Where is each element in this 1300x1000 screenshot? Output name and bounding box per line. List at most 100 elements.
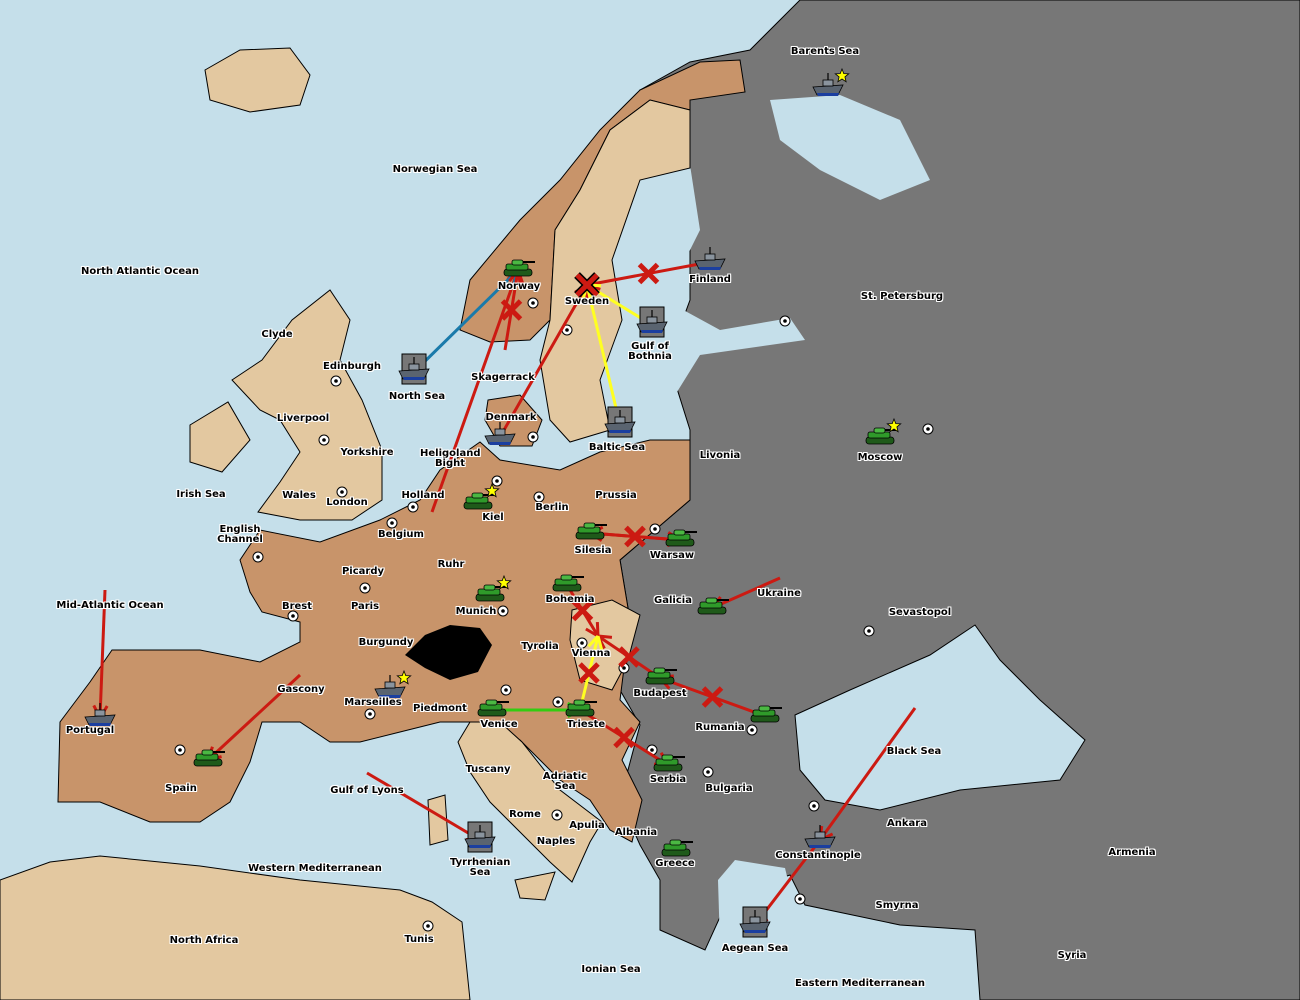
- fleet-unit-gulf-of-bothnia[interactable]: [636, 306, 668, 338]
- territory-label-ankara[interactable]: Ankara: [887, 818, 927, 829]
- territory-label-budapest[interactable]: Budapest: [633, 688, 687, 699]
- territory-label-north-africa[interactable]: North Africa: [169, 935, 239, 946]
- territory-label-tyrolia[interactable]: Tyrolia: [521, 641, 559, 652]
- order-move-budapest-to-vienna[interactable]: [596, 634, 661, 680]
- army-unit-moscow[interactable]: [865, 417, 902, 445]
- fleet-unit-finland[interactable]: [694, 247, 726, 270]
- land-iceland[interactable]: [204, 47, 311, 113]
- territory-label-irish-sea[interactable]: Irish Sea: [176, 489, 226, 500]
- territory-label-picardy[interactable]: Picardy: [341, 566, 385, 577]
- territory-label-denmark[interactable]: Denmark: [485, 412, 537, 423]
- territory-label-western-mediterranean[interactable]: Western Mediterranean: [248, 863, 382, 874]
- land-ireland[interactable]: [189, 401, 251, 473]
- army-unit-spain[interactable]: [193, 749, 225, 767]
- army-unit-budapest[interactable]: [645, 667, 677, 685]
- territory-label-north-sea[interactable]: North Sea: [388, 391, 446, 402]
- fleet-unit-portugal[interactable]: [84, 703, 116, 726]
- territory-label-vienna[interactable]: Vienna: [571, 648, 611, 659]
- territory-label-norway[interactable]: Norway: [497, 281, 541, 292]
- territory-label-trieste[interactable]: Trieste: [566, 719, 606, 730]
- sea-gulf-of-finland[interactable]: [605, 165, 805, 440]
- army-unit-venice[interactable]: [477, 699, 509, 717]
- fleet-unit-barents-sea[interactable]: [812, 67, 850, 96]
- territory-label-paris[interactable]: Paris: [350, 601, 380, 612]
- territory-label-kiel[interactable]: Kiel: [482, 512, 504, 523]
- territory-label-holland[interactable]: Holland: [401, 490, 445, 501]
- territory-label-silesia[interactable]: Silesia: [574, 545, 612, 556]
- territory-label-prussia[interactable]: Prussia: [595, 490, 637, 501]
- territory-label-sevastopol[interactable]: Sevastopol: [888, 607, 952, 618]
- sea-black-sea[interactable]: [794, 624, 1086, 811]
- territory-label-ionian-sea[interactable]: Ionian Sea: [581, 964, 641, 975]
- territory-label-liverpool[interactable]: Liverpool: [276, 413, 330, 424]
- land-east-region[interactable]: [619, 0, 1300, 1000]
- territory-label-north-atlantic-ocean[interactable]: North Atlantic Ocean: [80, 266, 200, 277]
- territory-label-brest[interactable]: Brest: [281, 601, 313, 612]
- territory-label-marseilles[interactable]: Marseilles: [344, 697, 402, 708]
- land-italy[interactable]: [457, 721, 603, 883]
- territory-label-aegean-sea[interactable]: Aegean Sea: [721, 943, 789, 954]
- army-unit-rumania[interactable]: [750, 705, 782, 723]
- territory-label-rumania[interactable]: Rumania: [695, 722, 745, 733]
- territory-label-black-sea[interactable]: Black Sea: [886, 746, 942, 757]
- order-move-bohemia-to-vienna[interactable]: [565, 584, 600, 638]
- fleet-unit-constantinople[interactable]: [804, 825, 836, 848]
- land-sardinia[interactable]: [427, 794, 449, 846]
- territory-label-munich[interactable]: Munich: [455, 606, 497, 617]
- land-sicily[interactable]: [514, 871, 556, 901]
- territory-label-naples[interactable]: Naples: [536, 836, 576, 847]
- territory-label-venice[interactable]: Venice: [480, 719, 518, 730]
- fleet-unit-baltic-sea[interactable]: [604, 406, 636, 438]
- territory-label-bohemia[interactable]: Bohemia: [545, 594, 595, 605]
- territory-label-tuscany[interactable]: Tuscany: [465, 764, 511, 775]
- territory-label-ukraine[interactable]: Ukraine: [757, 588, 801, 599]
- territory-label-baltic-sea[interactable]: Baltic Sea: [588, 442, 646, 453]
- army-unit-trieste[interactable]: [565, 699, 597, 717]
- territory-label-eastern-mediterranean[interactable]: Eastern Mediterranean: [795, 978, 925, 989]
- territory-label-gulf-of-lyons[interactable]: Gulf of Lyons: [330, 785, 404, 796]
- territory-label-sweden[interactable]: Sweden: [564, 296, 610, 307]
- territory-label-piedmont[interactable]: Piedmont: [413, 703, 467, 714]
- fleet-unit-denmark[interactable]: [484, 422, 516, 445]
- territory-label-edinburgh[interactable]: Edinburgh: [322, 361, 382, 372]
- territory-label-gulf-of-bothnia[interactable]: Gulf of Bothnia: [628, 341, 672, 362]
- territory-label-albania[interactable]: Albania: [614, 827, 658, 838]
- territory-label-moscow[interactable]: Moscow: [857, 452, 903, 463]
- army-unit-serbia[interactable]: [653, 754, 685, 772]
- territory-label-apulia[interactable]: Apulia: [569, 820, 605, 831]
- territory-label-tunis[interactable]: Tunis: [404, 934, 434, 945]
- territory-label-serbia[interactable]: Serbia: [649, 774, 687, 785]
- army-unit-galicia[interactable]: [697, 597, 729, 615]
- territory-label-tyrrhenian-sea[interactable]: Tyrrhenian Sea: [450, 857, 511, 878]
- territory-label-spain[interactable]: Spain: [165, 783, 197, 794]
- territory-label-finland[interactable]: Finland: [689, 274, 731, 285]
- territory-label-skagerrack[interactable]: Skagerrack: [471, 372, 535, 383]
- army-unit-bohemia[interactable]: [552, 574, 584, 592]
- land-north-africa[interactable]: [0, 855, 471, 1000]
- territory-label-warsaw[interactable]: Warsaw: [649, 550, 695, 561]
- territory-label-greece[interactable]: Greece: [655, 858, 695, 869]
- territory-label-armenia[interactable]: Armenia: [1108, 847, 1156, 858]
- army-unit-kiel[interactable]: [463, 482, 500, 510]
- territory-label-constantinople[interactable]: Constantinople: [775, 850, 861, 861]
- fleet-unit-tyrrhenian-sea[interactable]: [464, 821, 496, 853]
- territory-label-london[interactable]: London: [326, 497, 368, 508]
- territory-label-belgium[interactable]: Belgium: [378, 529, 424, 540]
- territory-label-yorkshire[interactable]: Yorkshire: [340, 447, 394, 458]
- order-move-skagerrack-to-norway[interactable]: [500, 269, 525, 351]
- army-unit-greece[interactable]: [661, 839, 693, 857]
- fleet-unit-aegean-sea[interactable]: [739, 906, 771, 938]
- army-unit-norway[interactable]: [503, 259, 535, 277]
- territory-label-rome[interactable]: Rome: [509, 809, 541, 820]
- territory-label-ruhr[interactable]: Ruhr: [437, 559, 465, 570]
- army-unit-warsaw[interactable]: [665, 529, 697, 547]
- territory-label-adriatic-sea[interactable]: Adriatic Sea: [542, 771, 588, 792]
- land-sweden[interactable]: [539, 99, 691, 443]
- territory-label-barents-sea[interactable]: Barents Sea: [790, 46, 860, 57]
- army-unit-munich[interactable]: [475, 574, 512, 602]
- army-unit-silesia[interactable]: [575, 522, 607, 540]
- territory-label-clyde[interactable]: Clyde: [261, 329, 293, 340]
- territory-label-burgundy[interactable]: Burgundy: [358, 637, 414, 648]
- territory-label-smyrna[interactable]: Smyrna: [875, 900, 919, 911]
- land-britain[interactable]: [231, 289, 383, 521]
